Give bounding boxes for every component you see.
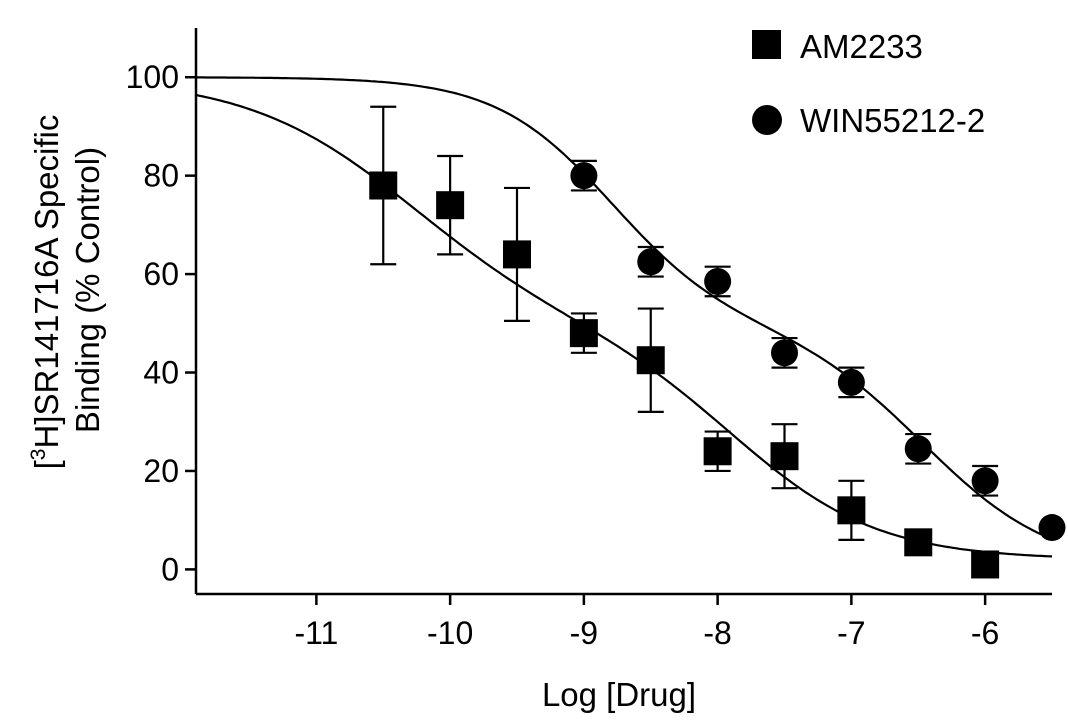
data-point-win55212-2 — [771, 339, 798, 367]
y-axis-title-prefix: [ — [28, 460, 65, 469]
x-tick-label: -9 — [570, 615, 598, 651]
y-axis-title-main: H]SR141716A Specific — [28, 115, 65, 449]
fit-curve-am2233 — [195, 93, 1053, 558]
y-tick-label: 80 — [143, 158, 179, 194]
x-tick-label: -8 — [703, 615, 731, 651]
y-tick-label: 40 — [143, 355, 179, 391]
data-point-am2233 — [436, 191, 465, 220]
y-axis-title-superscript: 3 — [27, 449, 50, 461]
y-ticks: 0 20 40 60 80 100 — [126, 59, 196, 587]
axes: 0 20 40 60 80 100 -11 -10 -9 -8 -7 -6 — [126, 28, 1052, 651]
data-point-win55212-2 — [837, 368, 865, 396]
data-point-am2233 — [503, 240, 531, 269]
x-tick-label: -7 — [837, 615, 865, 651]
data-point-win55212-2 — [971, 467, 999, 495]
fit-curve-win55212-2 — [196, 76, 1053, 541]
x-ticks: -11 -10 -9 -8 -7 -6 — [294, 594, 999, 651]
data-point-am2233 — [837, 496, 866, 525]
x-axis-title: Log [Drug] — [542, 676, 696, 713]
data-point-am2233 — [636, 346, 665, 375]
legend: AM2233 WIN55212-2 — [752, 28, 985, 139]
data-markers — [369, 162, 1066, 579]
y-axis-title-line1: [3H]SR141716A Specific — [27, 115, 65, 470]
data-point-am2233 — [569, 319, 598, 348]
fit-curves — [195, 76, 1053, 558]
y-axis-title-line2: Binding (% Control) — [69, 147, 106, 433]
x-tick-label: -11 — [294, 615, 338, 651]
data-point-win55212-2 — [904, 435, 932, 463]
y-tick-label: 100 — [126, 59, 179, 95]
legend-label-win55212-2: WIN55212-2 — [800, 102, 985, 139]
y-tick-label: 60 — [143, 256, 179, 292]
data-point-am2233 — [369, 171, 398, 200]
legend-marker-am2233 — [752, 30, 781, 59]
data-point-win55212-2 — [1038, 514, 1066, 542]
data-point-win55212-2 — [637, 248, 665, 276]
legend-marker-win55212-2 — [752, 105, 782, 135]
x-tick-label: -6 — [971, 615, 999, 651]
y-axis-title: [3H]SR141716A Specific Binding (% Contro… — [27, 115, 106, 470]
data-point-am2233 — [703, 437, 732, 466]
data-point-am2233 — [904, 528, 933, 557]
y-tick-label: 0 — [161, 551, 179, 587]
data-point-win55212-2 — [704, 267, 732, 295]
data-point-am2233 — [971, 550, 1000, 579]
y-tick-label: 20 — [143, 453, 179, 489]
legend-label-am2233: AM2233 — [800, 28, 923, 65]
data-point-win55212-2 — [570, 162, 598, 190]
error-bars — [370, 105, 999, 541]
data-point-am2233 — [770, 442, 799, 471]
x-tick-label: -10 — [427, 615, 473, 651]
